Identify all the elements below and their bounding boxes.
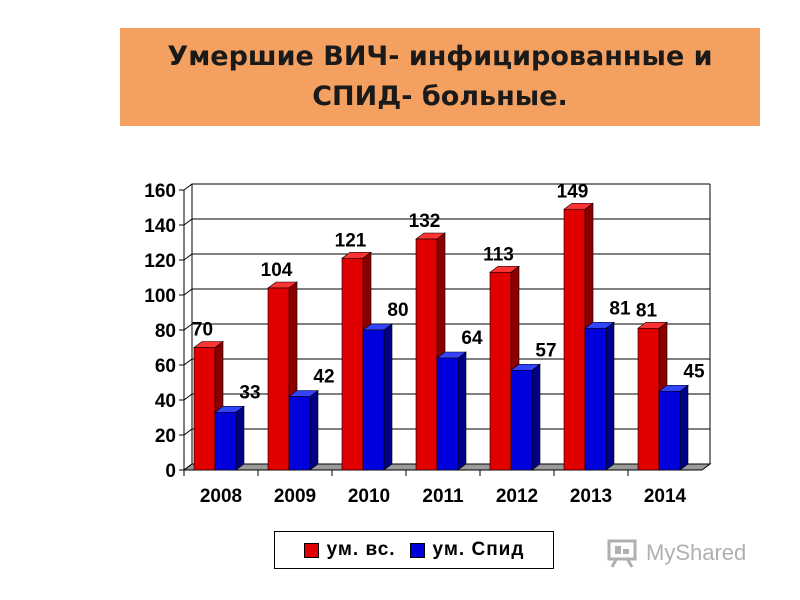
- data-label-series-1: 113: [483, 244, 514, 265]
- legend-item-series-2: ум. Спид: [409, 539, 525, 561]
- data-label-series-2: 45: [683, 361, 705, 382]
- y-tick-label: 60: [155, 356, 176, 377]
- presentation-icon: [607, 539, 637, 568]
- data-label-series-2: 42: [313, 367, 334, 388]
- legend-label-series-2: ум. Спид: [432, 539, 525, 560]
- data-label-series-1: 121: [335, 230, 367, 251]
- y-tick-label: 40: [155, 391, 176, 412]
- x-tick-label: 2010: [348, 486, 390, 507]
- data-label-series-2: 64: [461, 328, 483, 349]
- bar-series-2: [362, 329, 385, 471]
- x-tick-label: 2008: [200, 486, 242, 507]
- bar-series-1: [489, 271, 512, 471]
- data-label-series-2: 57: [535, 340, 556, 361]
- data-label-series-2: 80: [387, 300, 408, 321]
- watermark: MyShared: [606, 538, 746, 568]
- data-label-series-1: 70: [192, 320, 213, 341]
- data-label-series-1: 81: [636, 300, 658, 321]
- bar-series-1: [193, 347, 216, 471]
- bar-series-2: [658, 390, 681, 471]
- y-tick-label: 80: [155, 321, 176, 342]
- bar-side-series-2: [679, 384, 689, 471]
- chart-title: Умершие ВИЧ- инфицированные и СПИД- боль…: [167, 41, 713, 112]
- data-label-series-1: 132: [409, 211, 441, 232]
- bar-series-2: [214, 411, 237, 471]
- bar-side-series-2: [605, 321, 615, 471]
- bar-series-1: [563, 208, 586, 471]
- y-tick-label: 140: [144, 216, 176, 237]
- legend-label-series-1: ум. вс.: [326, 539, 396, 560]
- y-tick-label: 100: [144, 286, 176, 307]
- title-banner: Умершие ВИЧ- инфицированные и СПИД- боль…: [120, 28, 760, 126]
- watermark-text: MyShared: [646, 540, 747, 565]
- data-label-series-1: 104: [261, 260, 293, 281]
- bar-side-series-2: [531, 363, 541, 471]
- data-label-series-1: 149: [557, 181, 589, 202]
- x-tick-label: 2009: [274, 486, 316, 507]
- data-label-series-2: 81: [609, 298, 631, 319]
- y-tick-label: 160: [144, 181, 176, 202]
- legend-swatch-series-2: [409, 542, 425, 558]
- legend-item-series-1: ум. вс.: [303, 539, 396, 561]
- bar-series-2: [436, 357, 459, 471]
- bar-series-2: [288, 396, 311, 471]
- x-tick-label: 2014: [644, 486, 687, 507]
- bar-side-series-2: [457, 351, 467, 471]
- bar-series-1: [341, 257, 364, 471]
- bar-side-series-2: [309, 389, 319, 471]
- chart-legend: ум. вс. ум. Спид: [274, 531, 554, 569]
- y-tick-label: 0: [165, 461, 176, 482]
- bar-series-1: [637, 327, 660, 471]
- bar-series-1: [415, 238, 438, 471]
- y-tick-label: 120: [144, 251, 176, 272]
- data-label-series-2: 33: [239, 382, 260, 403]
- bar-series-1: [267, 287, 290, 471]
- y-tick-label: 20: [155, 426, 176, 447]
- legend-swatch-series-1: [303, 542, 319, 558]
- bar-series-2: [510, 369, 533, 471]
- bar-side-series-2: [235, 405, 245, 471]
- x-tick-label: 2011: [422, 486, 464, 507]
- bar-side-series-2: [383, 323, 393, 471]
- bar-series-2: [584, 327, 607, 471]
- x-tick-label: 2012: [496, 486, 538, 507]
- x-tick-label: 2013: [570, 486, 612, 507]
